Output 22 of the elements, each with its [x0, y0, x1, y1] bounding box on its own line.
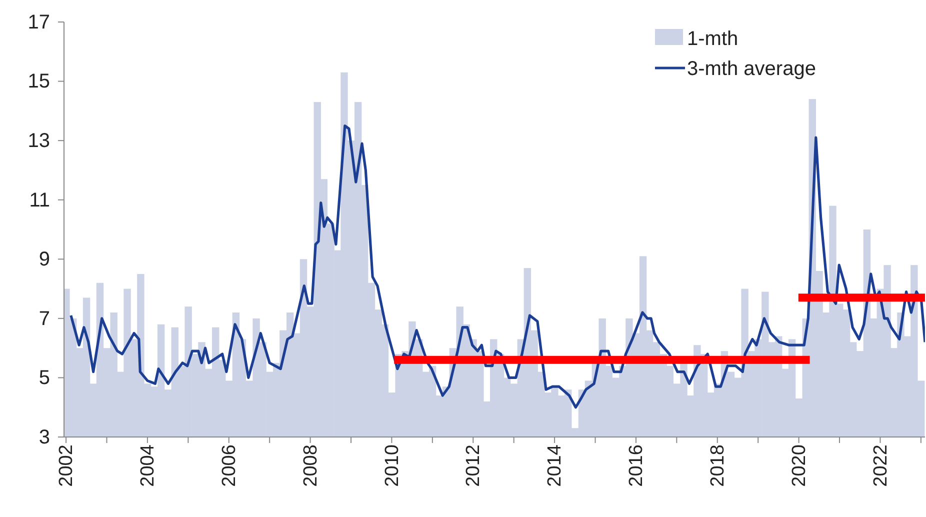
- y-tick-label: 11: [29, 189, 50, 212]
- x-tick-label: 2004: [138, 444, 159, 487]
- x-tick-label: 2006: [218, 444, 240, 487]
- x-tick-label: 2014: [544, 444, 566, 487]
- x-tick-label: 2010: [382, 444, 403, 487]
- legend-label: 3-mth average: [687, 58, 816, 80]
- x-tick-label: 2012: [463, 444, 484, 487]
- y-tick-label: 9: [38, 248, 50, 271]
- y-tick-label: 7: [38, 308, 50, 330]
- x-tick-label: 2002: [56, 444, 78, 487]
- y-tick-label: 3: [38, 426, 50, 448]
- line-series: [70, 124, 925, 409]
- x-tick-label: 2018: [707, 444, 728, 487]
- x-tick-label: 2016: [626, 444, 648, 487]
- y-tick-label: 17: [28, 11, 50, 34]
- x-tick-label: 2020: [788, 444, 810, 487]
- x-tick-label: 2022: [870, 444, 892, 487]
- y-tick-label: 13: [28, 130, 50, 152]
- y-tick-label: 5: [38, 367, 50, 390]
- x-tick-label: 2008: [300, 444, 322, 487]
- y-tick-label: 15: [28, 70, 50, 93]
- legend-label: 1-mth: [687, 28, 738, 50]
